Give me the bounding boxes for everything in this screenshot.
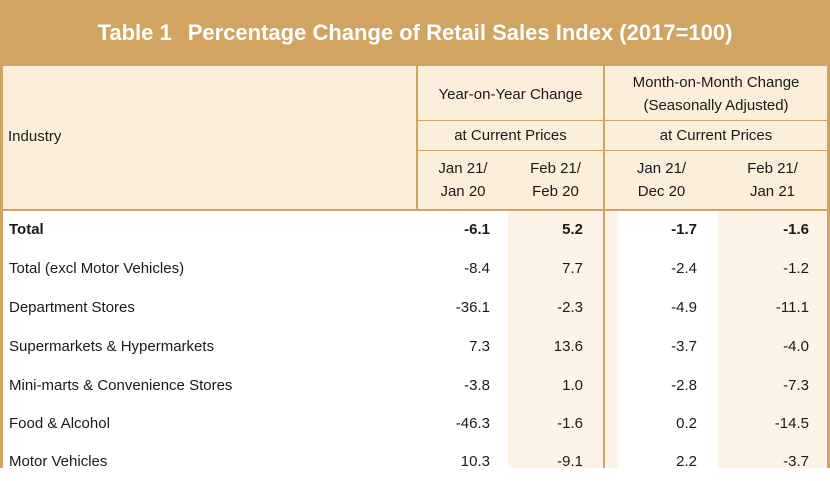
column-header-jan21-dec20: Jan 21/ Dec 20 xyxy=(636,160,687,200)
value-feb21-feb20: 7.7 xyxy=(562,260,583,277)
row-label: Total xyxy=(9,221,44,238)
header-bottom-rule xyxy=(0,209,830,211)
header-divider-groups xyxy=(603,66,605,468)
value-jan21-jan20: 7.3 xyxy=(469,338,490,355)
value-jan21-dec20: -2.4 xyxy=(671,260,697,277)
shaded-column-feb21-jan21 xyxy=(718,210,828,468)
value-jan21-jan20: -3.8 xyxy=(464,377,490,394)
value-jan21-dec20: -2.8 xyxy=(671,377,697,394)
shaded-column-feb21-feb20 xyxy=(508,210,618,468)
table-number: Table 1 xyxy=(97,20,172,45)
table-header xyxy=(0,66,830,210)
column-group-yoy: Year-on-Year Change xyxy=(438,85,583,103)
value-feb21-feb20: -1.6 xyxy=(557,415,583,432)
value-feb21-jan21: -1.2 xyxy=(783,260,809,277)
value-jan21-jan20: 10.3 xyxy=(460,453,490,470)
value-feb21-jan21: -7.3 xyxy=(783,377,809,394)
value-feb21-feb20: -2.3 xyxy=(557,299,583,316)
value-feb21-jan21: -1.6 xyxy=(783,221,809,238)
value-feb21-feb20: -9.1 xyxy=(557,453,583,470)
column-header-feb21-jan21: Feb 21/ Jan 21 xyxy=(747,160,798,200)
value-jan21-dec20: 0.2 xyxy=(676,415,697,432)
table-right-border xyxy=(827,66,830,468)
value-feb21-feb20: 5.2 xyxy=(562,221,583,238)
row-label: Department Stores xyxy=(9,299,135,316)
value-feb21-jan21: -14.5 xyxy=(774,415,809,432)
column-header-jan21-jan20: Jan 21/ Jan 20 xyxy=(438,160,488,200)
table-title: Table 1 Percentage Change of Retail Sale… xyxy=(0,0,830,66)
header-rule-group xyxy=(416,120,830,121)
value-jan21-jan20: -36.1 xyxy=(455,299,490,316)
value-feb21-jan21: -11.1 xyxy=(775,299,809,316)
row-label: Motor Vehicles xyxy=(9,453,108,470)
value-jan21-dec20: -4.9 xyxy=(671,299,697,316)
column-header-industry: Industry xyxy=(8,128,62,145)
table-row: Total (excl Motor Vehicles) -8.4 7.7 -2.… xyxy=(0,249,830,288)
table-row: Total -6.1 5.2 -1.7 -1.6 xyxy=(0,210,830,249)
value-jan21-dec20: -3.7 xyxy=(671,338,697,355)
value-feb21-feb20: 1.0 xyxy=(562,377,583,394)
value-jan21-dec20: -1.7 xyxy=(671,221,697,238)
column-header-feb21-feb20: Feb 21/ Feb 20 xyxy=(530,160,581,200)
mom-subtitle: (Seasonally Adjusted) xyxy=(643,97,789,114)
row-label: Total (excl Motor Vehicles) xyxy=(9,260,185,277)
column-group-mom: Month-on-Month Change (Seasonally Adjust… xyxy=(605,68,827,120)
value-feb21-feb20: 13.6 xyxy=(553,338,583,355)
value-feb21-jan21: -4.0 xyxy=(783,338,809,355)
value-jan21-jan20: -46.3 xyxy=(455,415,490,432)
value-jan21-jan20: -8.4 xyxy=(464,260,490,277)
value-jan21-dec20: 2.2 xyxy=(676,453,697,470)
row-label: Supermarkets & Hypermarkets xyxy=(9,338,215,355)
table-row: Food & Alcohol -46.3 -1.6 0.2 -14.5 xyxy=(0,404,830,443)
row-label: Food & Alcohol xyxy=(9,415,110,432)
header-divider-industry xyxy=(416,66,418,210)
row-label: Mini-marts & Convenience Stores xyxy=(9,377,233,394)
table-row: Department Stores -36.1 -2.3 -4.9 -11.1 xyxy=(0,288,830,327)
value-jan21-jan20: -6.1 xyxy=(464,221,490,238)
mom-prices-label: at Current Prices xyxy=(659,127,773,144)
table-row: Motor Vehicles 10.3 -9.1 2.2 -3.7 xyxy=(0,442,830,481)
table-row: Mini-marts & Convenience Stores -3.8 1.0… xyxy=(0,366,830,405)
yoy-prices-label: at Current Prices xyxy=(454,127,567,144)
header-rule-prices xyxy=(416,150,830,151)
table-row: Supermarkets & Hypermarkets 7.3 13.6 -3.… xyxy=(0,327,830,366)
table-left-border xyxy=(0,66,3,468)
table-title-text: Percentage Change of Retail Sales Index … xyxy=(187,20,733,45)
value-feb21-jan21: -3.7 xyxy=(783,453,809,470)
mom-title: Month-on-Month Change xyxy=(632,74,800,91)
